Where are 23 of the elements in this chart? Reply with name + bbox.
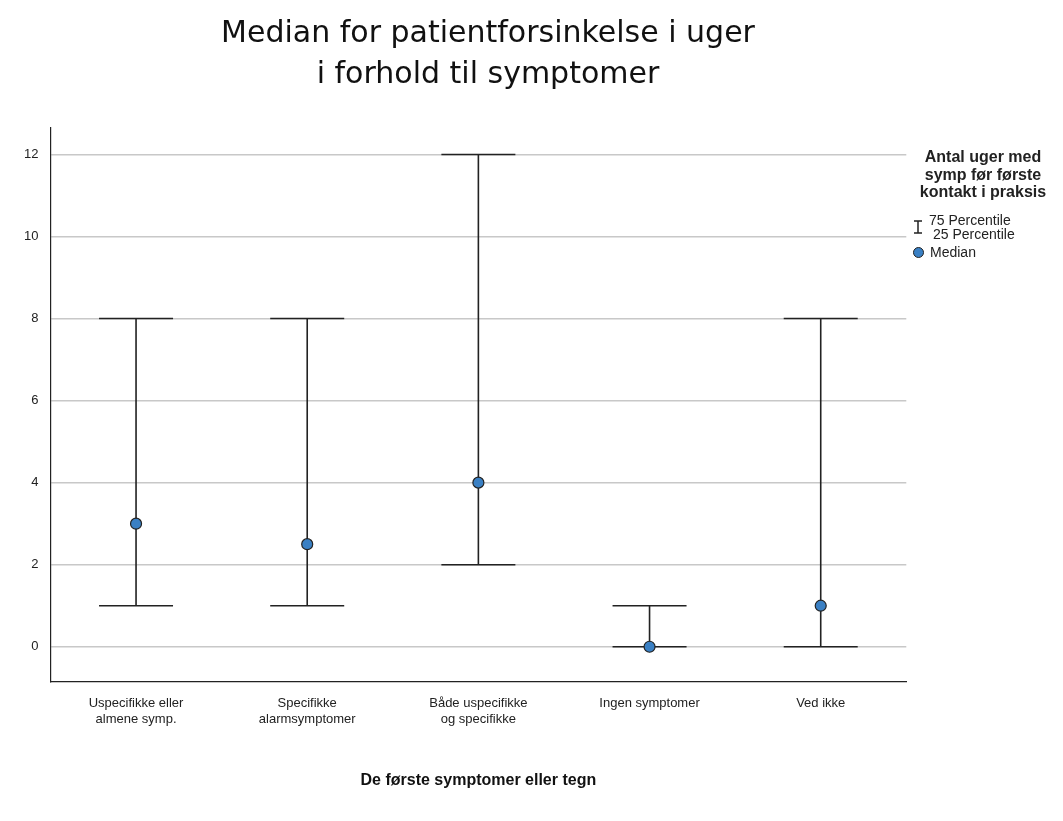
text: 25 Percentile bbox=[932, 226, 1015, 243]
point bbox=[814, 599, 827, 612]
x-tick-label: Både uspecifikke og specifikke bbox=[429, 694, 528, 726]
point bbox=[643, 640, 656, 653]
legend-title: Antal uger med symp før første kontakt i praksis bbox=[918, 148, 1048, 201]
point bbox=[472, 476, 485, 489]
text: 75 Percentile bbox=[929, 211, 1012, 228]
x-tick-label: Uspecifikke eller almene symp. bbox=[88, 694, 185, 726]
x-tick-label: Ved ikke bbox=[796, 694, 846, 710]
legend-label: Median bbox=[930, 244, 976, 261]
y-tick-label: 12 bbox=[23, 146, 39, 162]
x-tick-label: Ingen symptomer bbox=[599, 694, 701, 710]
y-tick-label: 6 bbox=[31, 392, 39, 408]
point bbox=[129, 517, 143, 530]
chart-title: Median for patientforsinkelse i uger i forhold til symptomer bbox=[220, 13, 756, 92]
x-axis-title: De første symptomer eller tegn bbox=[360, 770, 597, 788]
y-tick-label: 10 bbox=[23, 228, 39, 244]
y-tick-label: 4 bbox=[31, 474, 39, 490]
y-tick-label: 2 bbox=[31, 556, 39, 572]
x-tick-label: Specifikke alarmsymptomer bbox=[258, 694, 357, 726]
y-tick-label: 0 bbox=[31, 638, 39, 654]
point bbox=[301, 538, 314, 551]
y-tick-label: 8 bbox=[31, 310, 39, 326]
